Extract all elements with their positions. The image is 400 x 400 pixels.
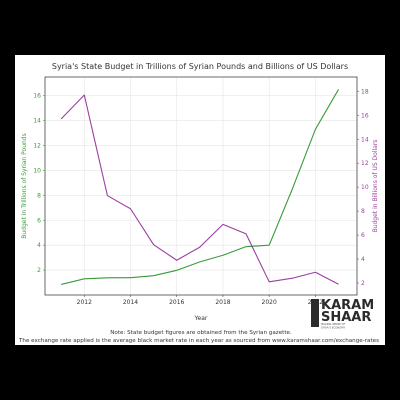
- chart-title: Syria's State Budget in Trillions of Syr…: [52, 62, 348, 71]
- y-axis-right-label: Budget in Billions of US Dollars: [372, 140, 379, 233]
- grid-lines: [45, 77, 357, 295]
- logo-tagline-2: SYRIA'S ECONOMY: [321, 326, 345, 330]
- series-line-usd: [60, 94, 339, 285]
- y-left-tick-label: 8: [37, 192, 41, 199]
- plot-frame: [44, 76, 358, 296]
- y-right-tick-label: 14: [361, 136, 369, 143]
- y-left-tick-label: 4: [37, 242, 41, 249]
- chart-card: Syria's State Budget in Trillions of Syr…: [15, 55, 385, 345]
- source-note: Note: State budget figures are obtained …: [110, 330, 292, 336]
- series-line-syp: [61, 89, 339, 285]
- y-right-tick-label: 16: [361, 112, 369, 119]
- x-tick-label: 2018: [215, 299, 230, 306]
- x-tick-label: 2016: [169, 299, 184, 306]
- chart-svg: Syria's State Budget in Trillions of Syr…: [18, 62, 379, 344]
- series-lines: [60, 89, 339, 285]
- y-left-tick-label: 14: [33, 118, 41, 125]
- y-right-tick-label: 10: [361, 184, 369, 191]
- y-right-tick-label: 6: [361, 232, 365, 239]
- x-tick-label: 2020: [262, 299, 277, 306]
- logo-tagline-1: MAKING SENSE OF: [321, 322, 346, 326]
- y-right-tick-label: 18: [361, 88, 369, 95]
- y-right-tick-label: 4: [361, 256, 365, 263]
- x-tick-label: 2012: [77, 299, 92, 306]
- y-right-tick-label: 8: [361, 208, 365, 215]
- x-tick-label: 2014: [123, 299, 138, 306]
- exchange-rate-note: The exchange rate applied is the average…: [18, 338, 379, 344]
- y-axis-left-label: Budget in Trillions of Syrian Pounds: [21, 133, 28, 238]
- logo-line-2: SHAAR: [321, 310, 371, 325]
- logo-mark: [311, 299, 319, 327]
- y-left-tick-label: 6: [37, 217, 41, 224]
- y-left-tick-label: 2: [37, 267, 41, 274]
- y-left-tick-label: 16: [33, 93, 41, 100]
- y-right-tick-label: 2: [361, 280, 365, 287]
- logo-line-1: KARAM: [321, 298, 374, 313]
- y-left-tick-label: 12: [33, 143, 41, 150]
- y-right-tick-label: 12: [361, 160, 369, 167]
- y-left-tick-label: 10: [33, 167, 41, 174]
- x-axis-label: Year: [194, 315, 208, 322]
- brand-logo: KARAM SHAAR MAKING SENSE OF SYRIA'S ECON…: [311, 298, 374, 330]
